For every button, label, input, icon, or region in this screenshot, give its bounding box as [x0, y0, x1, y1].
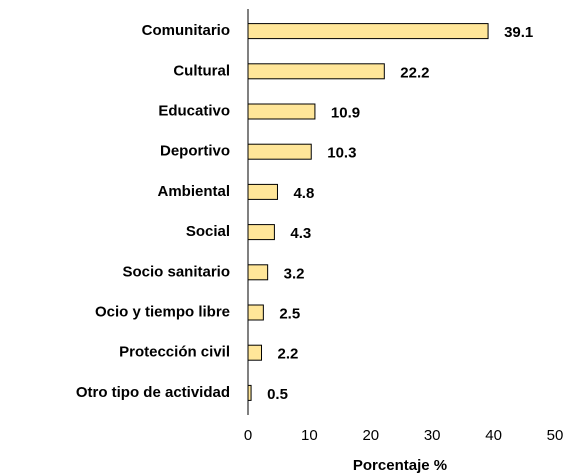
y-tick-label: Social [186, 223, 230, 240]
y-tick-label: Educativo [158, 102, 230, 119]
bar [247, 103, 316, 120]
x-tick-label: 0 [244, 427, 252, 444]
y-tick-label: Comunitario [142, 22, 230, 39]
y-tick-label: Cultural [173, 62, 230, 79]
y-tick-label: Deportivo [160, 143, 230, 160]
bar [247, 23, 489, 40]
value-label: 0.5 [267, 386, 288, 403]
bar [247, 304, 264, 321]
value-label: 22.2 [400, 64, 429, 81]
value-label: 4.8 [293, 185, 314, 202]
value-label: 10.3 [327, 145, 356, 162]
y-tick-label: Socio sanitario [122, 263, 230, 280]
value-label: 4.3 [290, 225, 311, 242]
value-label: 3.2 [284, 265, 305, 282]
value-label: 10.9 [331, 104, 360, 121]
value-label: 2.2 [278, 346, 299, 363]
bar [247, 143, 312, 160]
bar [247, 224, 275, 241]
x-tick-label: 40 [485, 427, 502, 444]
y-tick-label: Protección civil [119, 344, 230, 361]
x-tick-label: 20 [362, 427, 379, 444]
bar [247, 63, 385, 80]
x-tick-label: 30 [424, 427, 441, 444]
bar [247, 264, 269, 281]
value-label: 2.5 [279, 305, 300, 322]
x-tick-label: 50 [547, 427, 564, 444]
x-axis-title: Porcentaje % [353, 457, 447, 474]
value-label: 39.1 [504, 24, 533, 41]
bar [247, 183, 278, 200]
y-tick-label: Ocio y tiempo libre [95, 303, 230, 320]
y-tick-label: Ambiental [157, 183, 230, 200]
bar [247, 344, 263, 361]
x-tick-label: 10 [301, 427, 318, 444]
y-tick-label: Otro tipo de actividad [76, 384, 230, 401]
